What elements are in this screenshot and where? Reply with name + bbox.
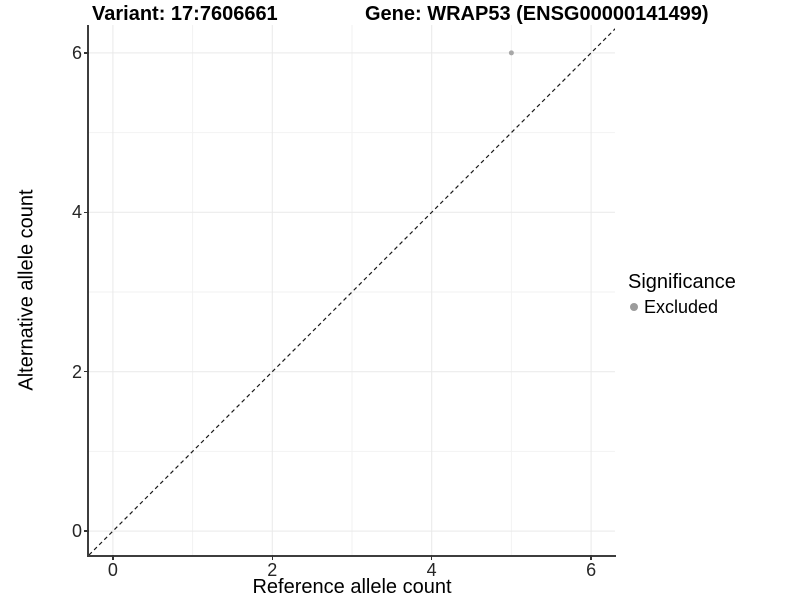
x-axis-title: Reference allele count [252,576,452,598]
y-tick-mark [83,530,89,532]
x-tick-label: 0 [107,560,118,580]
y-tick-label: 6 [71,42,82,63]
x-tick-label: 4 [426,560,437,580]
plot-panel [89,25,615,555]
x-tick-mark [112,555,114,560]
legend-item-label: Excluded [644,297,719,317]
legend-item-excluded: Excluded [630,296,736,318]
variant-title: Variant: 17:7606661 [92,3,278,25]
data-point-excluded [508,50,514,56]
x-tick-mark [590,555,592,560]
x-tick-mark [430,555,433,560]
y-tick-mark [83,52,89,54]
x-tick-mark [271,555,274,560]
y-tick-mark [83,211,89,214]
plot-panel-canvas [89,25,615,555]
y-tick-label: 0 [71,521,82,542]
y-tick-label: 4 [71,202,82,223]
y-tick-label: 2 [71,361,82,382]
x-tick-label: 2 [267,560,278,580]
significance-legend: Significance Excluded [628,270,736,318]
identity-line [89,28,615,555]
legend-title: Significance [628,271,736,293]
y-axis-title: Alternative allele count [15,189,38,391]
y-axis-line [87,25,89,557]
gene-title: Gene: WRAP53 (ENSG00000141499) [365,3,709,25]
y-tick-mark [83,370,89,373]
excluded-marker-icon [630,303,638,311]
x-axis-line [87,555,616,557]
x-tick-label: 6 [586,560,597,580]
